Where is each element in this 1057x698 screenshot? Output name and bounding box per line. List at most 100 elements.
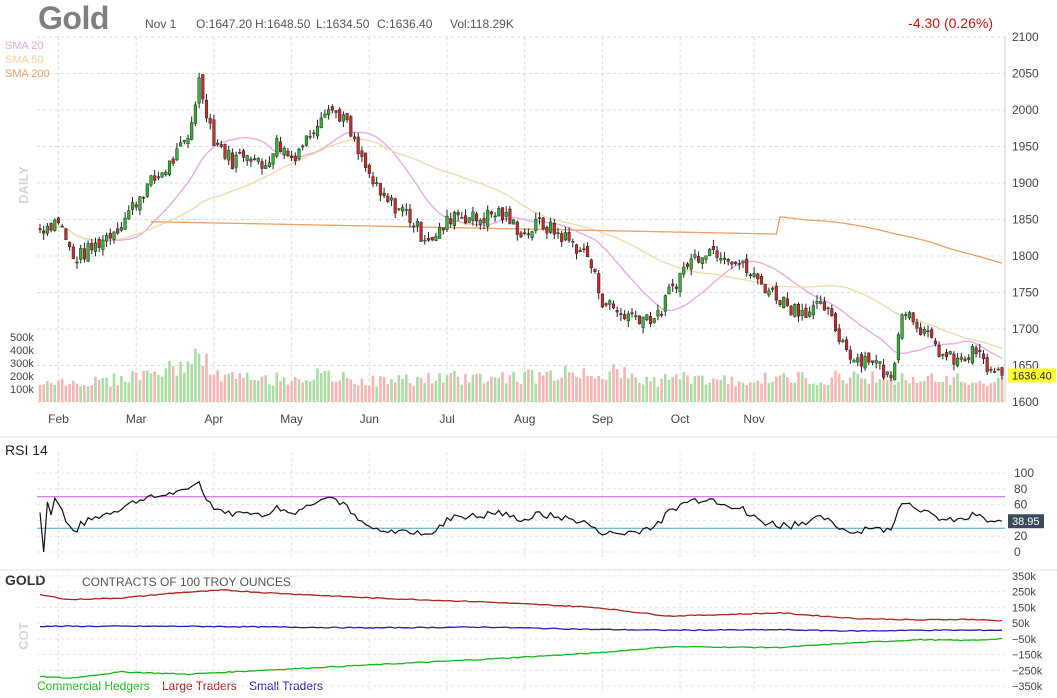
candle-body [996,368,1000,371]
candle-body [593,268,597,272]
candle-body [586,245,590,258]
x-tick-label: Jul [439,412,454,426]
volume-bar [149,373,153,402]
candle-body [449,218,453,225]
volume-bar [134,372,138,402]
y-tick-label: 1750 [1012,286,1039,300]
volume-bar [708,382,711,402]
candle-body [241,150,246,158]
volume-bar [386,384,390,402]
candle-body [245,155,249,161]
volume-bar [412,385,415,402]
candle-body [101,239,105,250]
candle-body [563,232,567,241]
volume-bar [934,381,937,402]
candle-body [397,208,401,210]
candle-body [856,357,860,363]
volume-bar [971,382,974,402]
candle-body [985,357,989,372]
volume-bar [985,386,989,402]
cot-tick-label: −350k [1012,681,1043,693]
volume-bar [175,375,179,402]
candle-body [956,357,960,367]
y-tick-label: 1700 [1012,322,1039,336]
cot-title: GOLD [5,572,46,588]
volume-bar [168,361,171,402]
candle-body [79,247,83,260]
candle-body [234,154,238,168]
volume-bar [379,376,382,402]
x-tick-label: Aug [514,412,535,426]
candle-body [423,239,427,242]
volume-bar [789,382,793,402]
candle-body [389,197,394,201]
volume-bar [630,373,634,402]
volume-bar [952,377,956,402]
candle-body [634,315,638,318]
candle-body [500,207,505,220]
volume-bar [360,378,364,402]
candle-body [452,212,456,227]
cot-tick-label: 350k [1012,571,1036,583]
volume-bar [597,375,600,402]
volume-bar [105,377,108,402]
candle-body [789,305,793,316]
volume-bar [974,382,978,402]
volume-bar [523,371,526,402]
volume-bar [874,382,878,402]
volume-bar [649,381,652,402]
period-label: DAILY [16,166,31,204]
candle-body [219,144,223,147]
volume-bar [253,380,256,402]
candle-body [919,327,923,335]
header-date: Nov 1 [145,17,177,31]
volume-bar [123,381,127,402]
candle-body [75,261,79,264]
cot-pane [39,589,1003,679]
candle-body [896,334,900,361]
candle-body [334,110,338,113]
volume-bar [919,381,922,402]
volume-bar [430,383,434,402]
volume-bar [338,380,341,402]
candle-body [745,258,749,274]
cot-line-0 [39,637,1003,679]
volume-bar [937,381,941,402]
volume-bar [131,371,134,402]
candle-body [567,232,571,241]
header-open: O:1647.20 [196,17,253,31]
volume-bar [856,373,859,402]
candle-body [615,310,619,313]
candle-body [778,300,782,305]
candle-body [604,303,608,306]
volume-bar [538,372,541,402]
candle-body [700,257,704,264]
header-close: C:1636.40 [377,17,433,31]
volume-bar [549,370,552,402]
candle-body [911,312,915,323]
volume-bar [68,383,71,402]
volume-bar [401,378,404,402]
volume-bar [453,370,456,402]
candle-body [878,361,882,364]
volume-bar [345,378,349,402]
volume-bar [627,378,630,402]
candle-body [408,208,412,223]
volume-bar [819,382,822,402]
volume-bar [438,372,441,402]
volume-bar [227,373,230,402]
volume-bar [849,377,852,402]
candle-body [223,144,227,159]
candle-body [315,125,320,137]
header-low: L:1634.50 [316,17,370,31]
candle-body [375,182,379,184]
candle-body [837,328,841,342]
candle-body [504,211,508,217]
volume-bar [353,383,356,402]
candle-body [948,351,952,355]
volume-bar [297,379,301,402]
volume-bar [201,366,205,402]
volume-bar [245,372,249,402]
candle-body [667,286,671,294]
